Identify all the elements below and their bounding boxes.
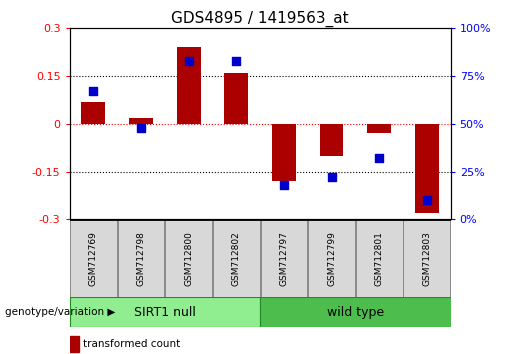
FancyBboxPatch shape — [70, 220, 117, 297]
Text: GSM712799: GSM712799 — [327, 231, 336, 286]
Point — [328, 175, 336, 180]
Text: genotype/variation ▶: genotype/variation ▶ — [5, 307, 115, 318]
Point — [232, 58, 241, 64]
Text: GSM712798: GSM712798 — [136, 231, 145, 286]
Bar — [177, 47, 200, 124]
Bar — [81, 102, 105, 124]
FancyBboxPatch shape — [356, 220, 403, 297]
Point — [89, 88, 97, 94]
Point — [280, 182, 288, 188]
Text: GSM712801: GSM712801 — [375, 231, 384, 286]
Title: GDS4895 / 1419563_at: GDS4895 / 1419563_at — [171, 11, 349, 27]
Point — [137, 125, 145, 131]
Point — [375, 155, 383, 161]
Bar — [70, 336, 79, 352]
FancyBboxPatch shape — [165, 220, 212, 297]
Text: GSM712800: GSM712800 — [184, 231, 193, 286]
FancyBboxPatch shape — [308, 220, 355, 297]
Bar — [225, 73, 248, 124]
Text: GSM712797: GSM712797 — [280, 231, 288, 286]
Bar — [415, 124, 439, 213]
FancyBboxPatch shape — [260, 297, 451, 327]
Text: GSM712803: GSM712803 — [422, 231, 431, 286]
Bar — [272, 124, 296, 181]
Bar — [129, 118, 153, 124]
Bar — [367, 124, 391, 133]
Point — [184, 58, 193, 64]
FancyBboxPatch shape — [261, 220, 307, 297]
Bar — [320, 124, 344, 156]
FancyBboxPatch shape — [213, 220, 260, 297]
Text: wild type: wild type — [327, 306, 384, 319]
FancyBboxPatch shape — [70, 297, 260, 327]
FancyBboxPatch shape — [403, 220, 450, 297]
Point — [423, 198, 431, 203]
Text: GSM712769: GSM712769 — [89, 231, 98, 286]
Text: SIRT1 null: SIRT1 null — [134, 306, 196, 319]
FancyBboxPatch shape — [117, 220, 164, 297]
Text: transformed count: transformed count — [83, 339, 180, 349]
Text: GSM712802: GSM712802 — [232, 231, 241, 286]
